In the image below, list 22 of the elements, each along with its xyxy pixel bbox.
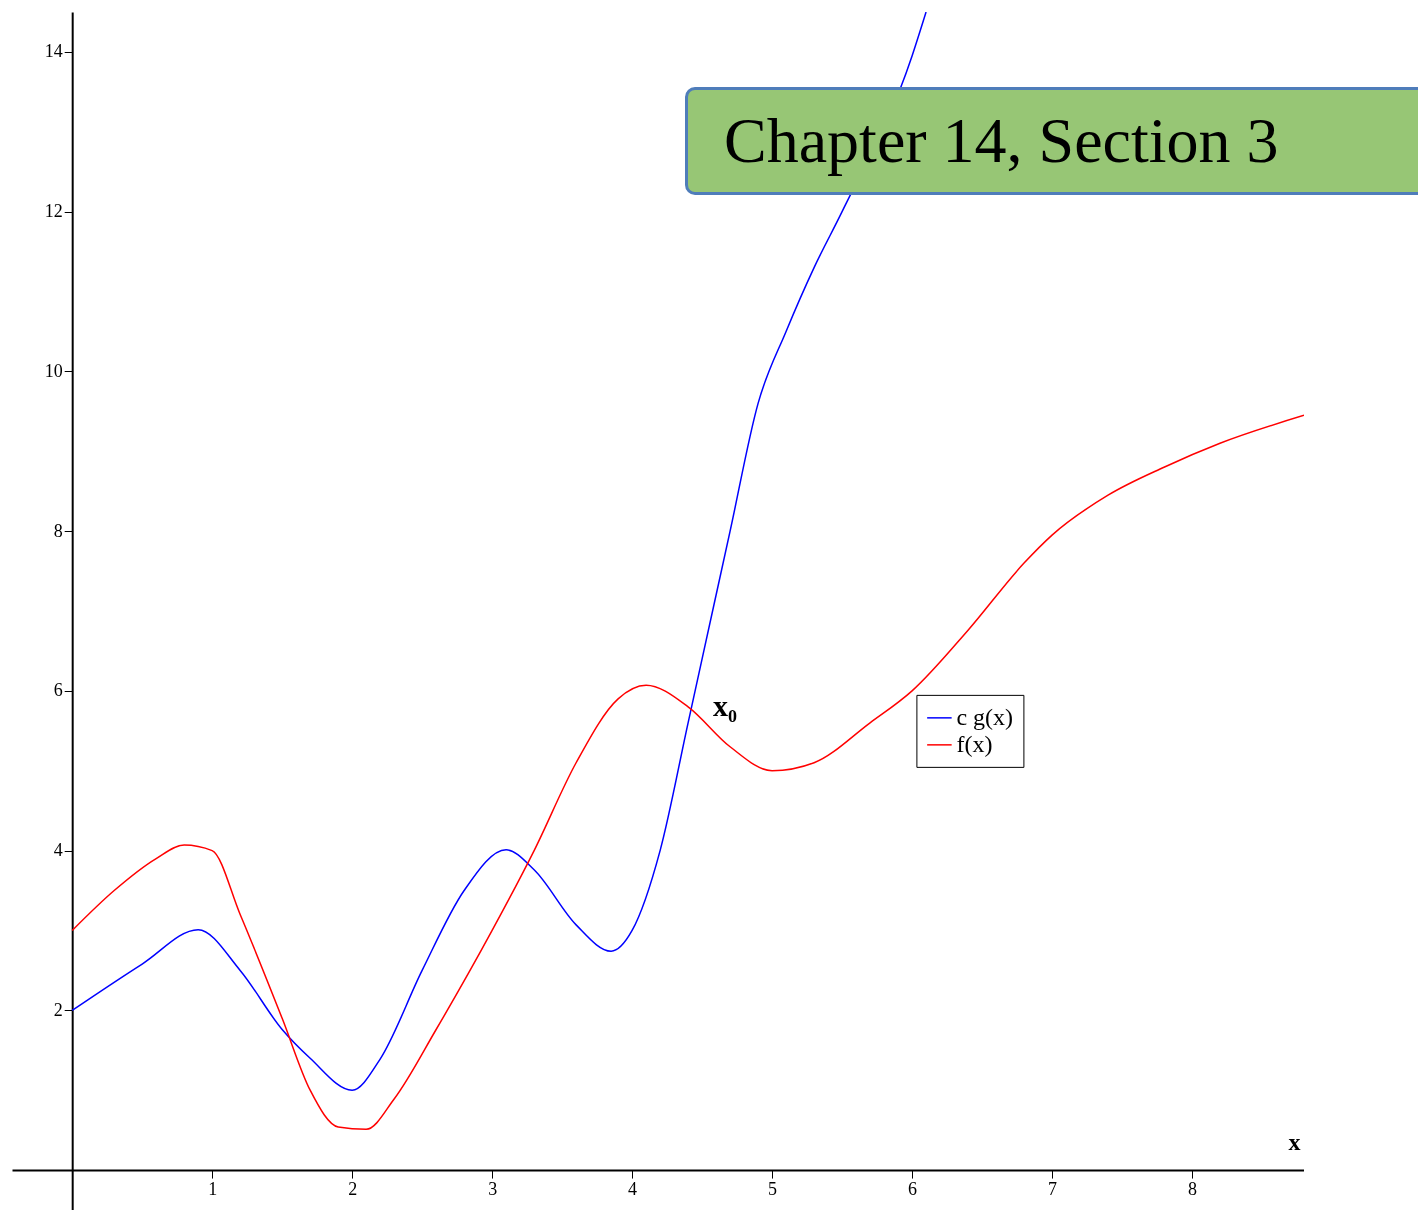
legend-label: c g(x) [956,703,1014,730]
legend-label: f(x) [956,730,993,757]
y-tick-label: 2 [53,999,63,1020]
x-tick-label: 5 [768,1178,778,1199]
y-tick-label: 14 [44,41,63,62]
annotation: x₀ [713,688,738,722]
line-series [71,414,1304,1131]
x-tick-label: 1 [208,1178,218,1199]
line-series [71,12,927,1091]
y-tick-label: 6 [53,680,63,701]
x-tick-label: 2 [348,1178,358,1199]
y-tick-label: 8 [53,520,63,541]
x-tick-label: 3 [488,1178,498,1199]
y-tick-label: 10 [44,360,63,381]
x-tick-label: 7 [1048,1178,1058,1199]
y-tick-label: 4 [53,840,63,861]
x-tick-label: 4 [628,1178,638,1199]
x-axis-title: x [1288,1128,1301,1155]
x-tick-label: 6 [908,1178,918,1199]
y-tick-label: 12 [44,201,63,222]
x-tick-label: 8 [1188,1178,1198,1199]
scroll-banner: Chapter 14, Section 3 [685,87,1418,195]
